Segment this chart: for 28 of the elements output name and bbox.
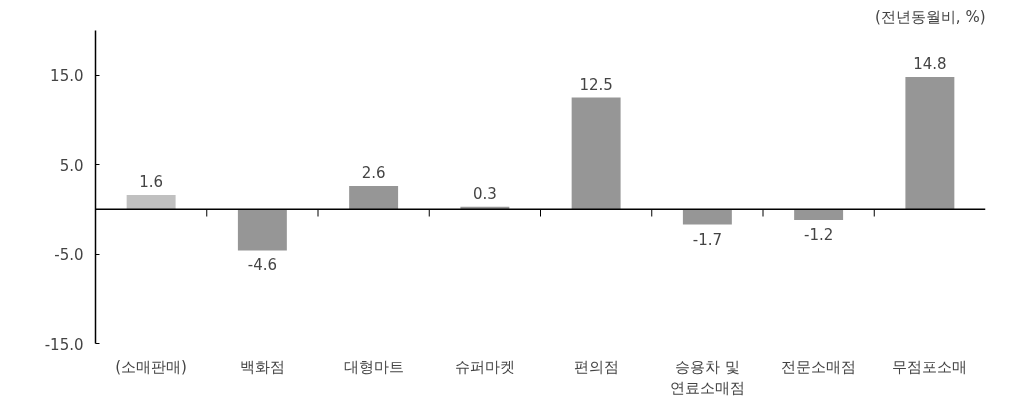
bar [349, 186, 399, 210]
text: (전년동월비, %) [875, 7, 986, 26]
y-tick-label: 15.0 [50, 67, 84, 86]
bar [905, 77, 955, 210]
x-tick-label: (소매판매) [115, 357, 187, 376]
y-tick-label: -15.0 [44, 335, 84, 354]
x-tick-label: 슈퍼마켓 [454, 357, 515, 376]
x-tick-label: 편의점 [573, 357, 619, 376]
bar [237, 209, 287, 251]
data-label: 12.5 [579, 75, 613, 94]
data-label: 1.6 [139, 173, 164, 192]
x-tick-label: 무점포소매 [892, 357, 968, 376]
bar [682, 209, 732, 225]
data-label: 2.6 [361, 164, 386, 183]
data-label: -4.6 [247, 256, 278, 275]
data-label: 14.8 [913, 55, 947, 73]
x-tick-label: 백화점 [239, 357, 285, 376]
data-label: -1.7 [692, 230, 723, 249]
x-tick-label: 전문소매점 [781, 357, 857, 376]
y-tick-label: 5.0 [59, 156, 84, 175]
bar [126, 195, 176, 210]
bar [571, 97, 621, 210]
data-label: -1.2 [803, 226, 834, 245]
x-tick-label: 대형마트 [343, 357, 404, 376]
y-tick-label: -5.0 [54, 246, 84, 265]
bar [794, 209, 844, 221]
x-tick-label: 승용차 및 연료소매점 [669, 357, 745, 398]
data-label: 0.3 [472, 184, 497, 203]
